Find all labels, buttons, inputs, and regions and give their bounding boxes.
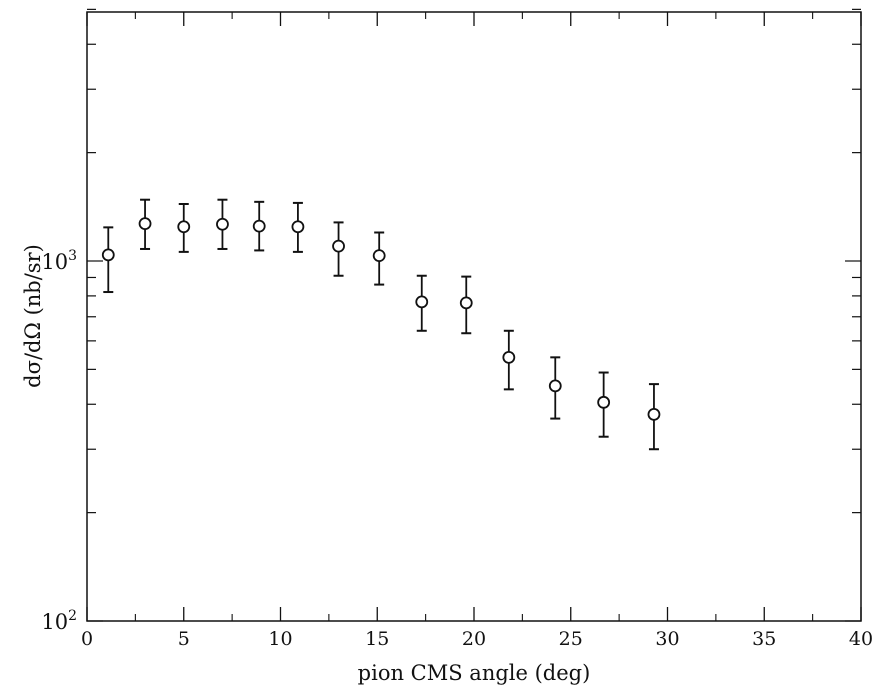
x-tick-label: 10 xyxy=(268,628,292,650)
ticks xyxy=(86,8,862,622)
data-point xyxy=(372,249,386,263)
data-point xyxy=(291,220,305,234)
x-tick-label: 5 xyxy=(178,628,190,650)
data-point xyxy=(502,350,516,364)
x-tick-label: 20 xyxy=(462,628,486,650)
data-point xyxy=(138,217,152,231)
data-point xyxy=(647,407,661,421)
data-point xyxy=(177,220,191,234)
data-point xyxy=(597,395,611,409)
y-tick-label: 103 xyxy=(41,248,77,274)
x-tick-label: 35 xyxy=(752,628,776,650)
data-point xyxy=(216,217,229,231)
x-axis-title: pion CMS angle (deg) xyxy=(358,661,591,685)
x-tick-label: 0 xyxy=(81,628,93,650)
x-tick-label: 15 xyxy=(365,628,389,650)
data-point xyxy=(548,379,562,393)
data-point xyxy=(252,219,266,233)
data-markers xyxy=(101,198,661,451)
y-axis-title: dσ/dΩ (nb/sr) xyxy=(21,244,45,388)
x-tick-label: 40 xyxy=(849,628,873,650)
plot-frame xyxy=(86,11,862,622)
data-point xyxy=(415,295,429,309)
y-tick-label: 102 xyxy=(41,608,77,634)
x-tick-label: 30 xyxy=(655,628,679,650)
data-point xyxy=(101,248,115,262)
x-tick-label: 25 xyxy=(559,628,583,650)
data-point xyxy=(332,239,345,253)
data-point xyxy=(459,296,473,310)
tick-labels: 0 5 10 15 20 25 30 35 40 102 103 xyxy=(41,248,873,650)
